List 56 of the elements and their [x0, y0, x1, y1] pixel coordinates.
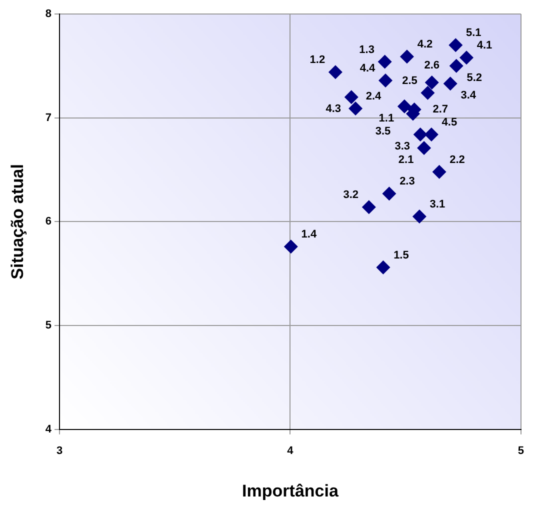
y-tick-label: 7	[45, 112, 52, 124]
y-tick-label: 8	[45, 8, 52, 20]
point	[397, 99, 412, 114]
annotation: 3.2	[343, 189, 359, 202]
annotation: 3.1	[430, 198, 446, 211]
x-axis-title: Importância	[242, 481, 339, 500]
annotation: 2.2	[450, 154, 465, 166]
x-tick-label: 5	[518, 445, 524, 458]
point	[328, 65, 342, 80]
annotation: 3.5	[375, 126, 391, 138]
point	[432, 164, 446, 179]
y-tick-label: 5	[45, 320, 52, 332]
point	[443, 76, 458, 91]
x-tick-label: 4	[287, 445, 294, 458]
annotation: 5.1	[466, 27, 482, 40]
annotation: 2.5	[402, 74, 418, 87]
point	[362, 200, 376, 214]
annotation: 1.2	[310, 54, 326, 66]
annotation: 2.4	[366, 90, 382, 103]
point	[412, 210, 426, 224]
y-tick-label: 4	[45, 423, 52, 436]
point	[420, 86, 435, 100]
point	[449, 58, 464, 73]
annotation: 5.2	[466, 72, 482, 84]
x-tick-label: 3	[56, 445, 63, 458]
point	[348, 102, 363, 116]
point	[378, 54, 392, 69]
point	[424, 76, 439, 90]
annotation: 1.1	[378, 112, 394, 124]
annotation: 2.7	[432, 104, 448, 116]
y-axis-title: Situação atual	[8, 164, 27, 280]
point	[448, 38, 463, 52]
point	[378, 73, 393, 88]
annotation: 2.3	[400, 176, 415, 188]
annotation: 1.3	[359, 44, 374, 56]
annotation: 1.5	[394, 249, 409, 262]
annotation: 3.4	[460, 90, 477, 102]
annotation: 1.4	[301, 228, 318, 241]
point	[344, 90, 358, 104]
annotation: 4.5	[442, 116, 458, 128]
annotation: 2.1	[398, 154, 414, 166]
point	[413, 127, 428, 142]
point	[417, 140, 432, 155]
point	[400, 50, 414, 64]
point	[424, 127, 438, 142]
annotation: 4.3	[326, 103, 342, 116]
y-tick-label: 6	[45, 216, 52, 228]
annotation: 2.6	[424, 60, 440, 72]
point	[459, 50, 474, 65]
annotation: 4.4	[360, 62, 376, 74]
annotation: 4.1	[476, 40, 492, 52]
annotation: 4.2	[417, 38, 433, 51]
point	[376, 260, 390, 274]
annotation: 3.3	[394, 140, 410, 152]
point	[284, 240, 298, 254]
point	[382, 186, 396, 201]
